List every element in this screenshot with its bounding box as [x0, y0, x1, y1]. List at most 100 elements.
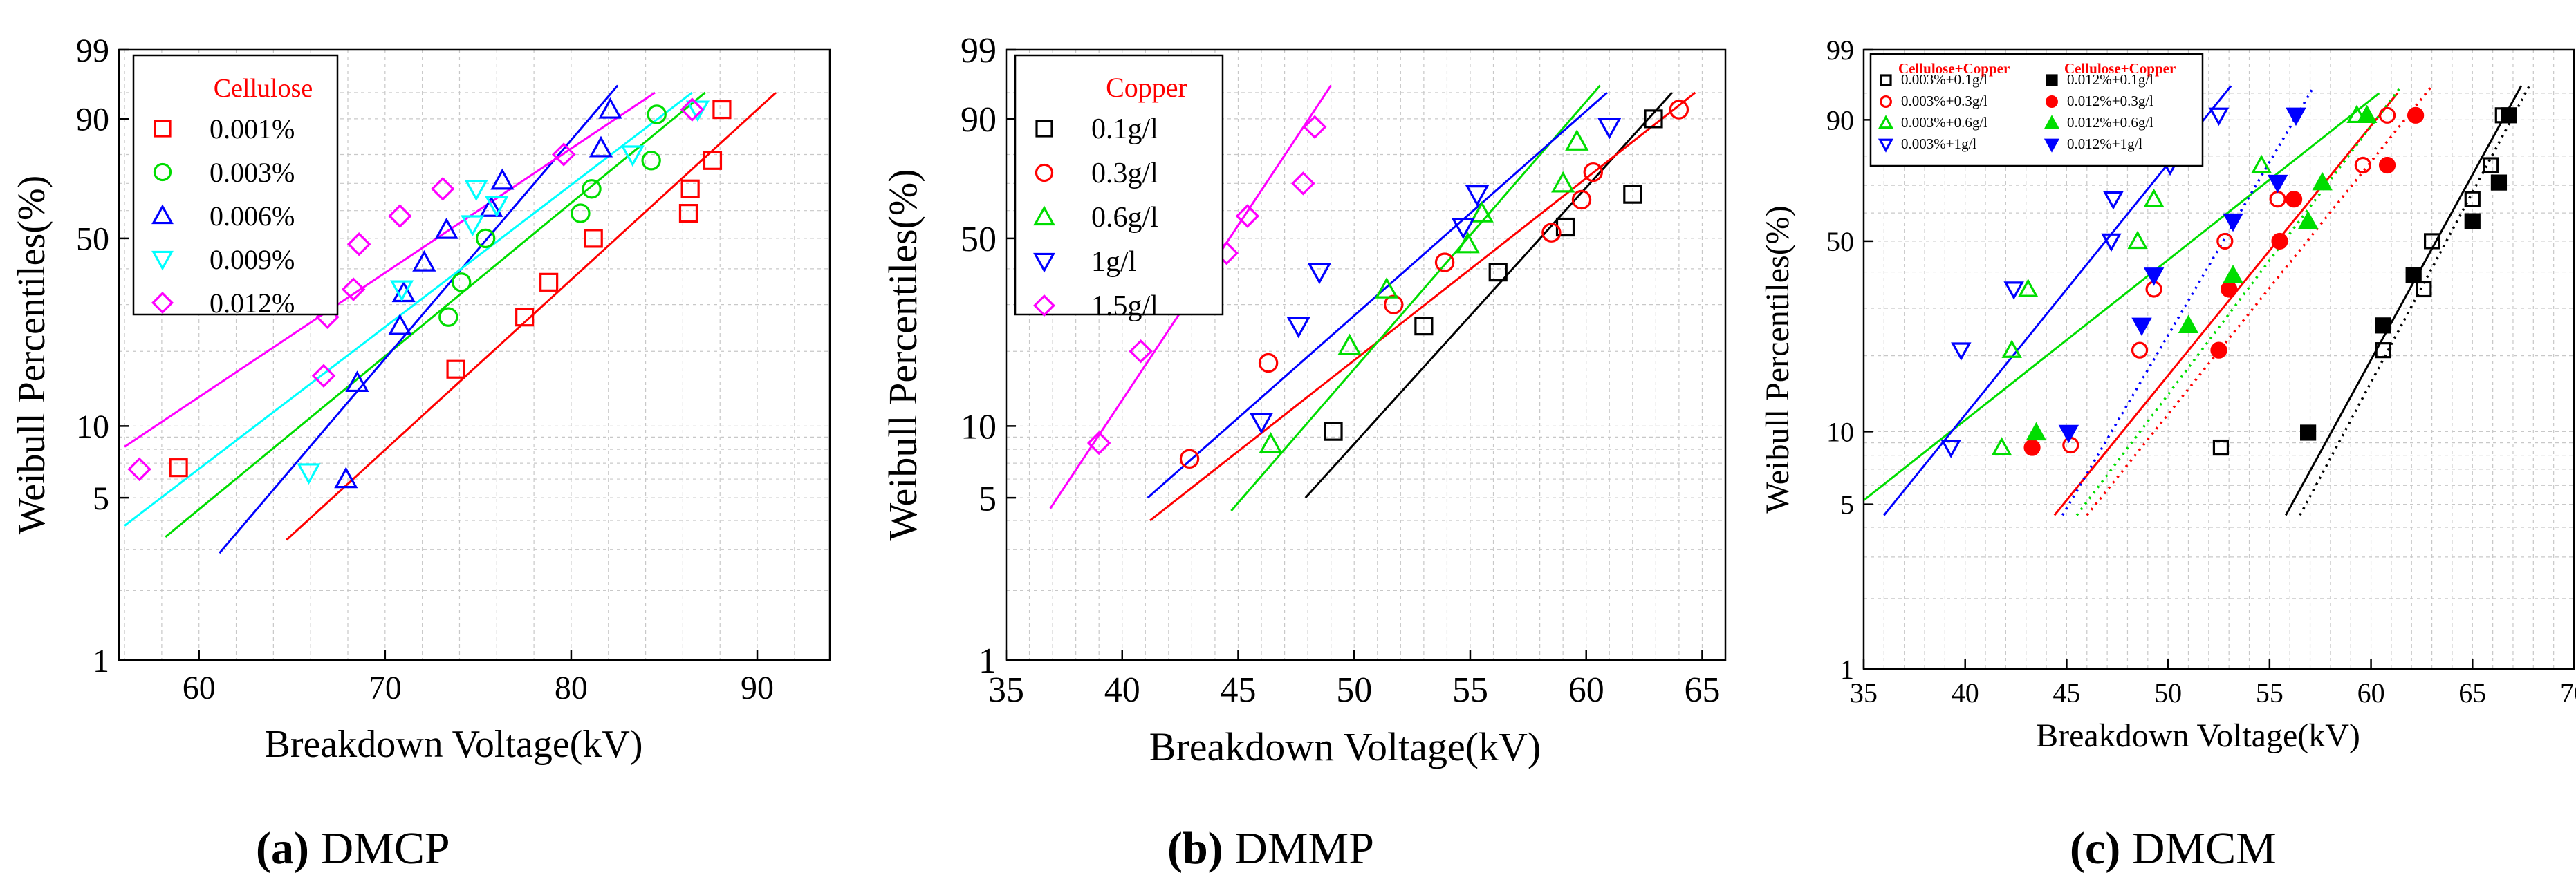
data-point	[2416, 281, 2432, 298]
data-point	[446, 359, 465, 379]
data-point	[2378, 156, 2396, 174]
series-0.3g/l	[1179, 100, 1689, 469]
legend-marker	[1880, 74, 1892, 86]
data-point	[2375, 317, 2391, 334]
data-point	[2216, 232, 2234, 250]
data-point	[341, 277, 366, 301]
x-tick-label: 60	[183, 670, 216, 706]
x-tick-label: 65	[2458, 677, 2486, 708]
fit-line-0.012%+0.3g/l	[2086, 85, 2433, 516]
data-point	[2001, 339, 2022, 358]
data-point	[1597, 118, 1622, 140]
data-point	[678, 204, 698, 223]
y-tick-label: 10	[76, 408, 109, 445]
legend-label: 0.012%	[210, 288, 295, 319]
data-point	[2356, 104, 2378, 124]
data-point	[1456, 232, 1480, 254]
data-point	[1644, 109, 1663, 129]
fit-line-0.6g/l	[1230, 84, 1601, 511]
legend-marker	[1035, 120, 1053, 138]
data-point	[2210, 341, 2227, 359]
x-tick-label: 65	[1684, 670, 1720, 710]
data-point	[2405, 267, 2422, 283]
caption-a-letter: (a)	[256, 823, 309, 874]
x-tick-label: 60	[1568, 670, 1604, 710]
y-tick-label: 90	[961, 100, 997, 140]
y-tick-label: 1	[979, 641, 997, 681]
data-point	[2354, 156, 2371, 174]
legend-box	[1014, 54, 1224, 316]
data-point	[2269, 191, 2286, 208]
series-0.012%+0.6g/l	[2026, 104, 2378, 441]
fit-line-0.003%+0.3g/l	[2053, 92, 2398, 516]
data-point	[589, 135, 613, 158]
data-point	[1565, 129, 1589, 151]
legend-label: 0.012%+0.6g/l	[2067, 114, 2153, 131]
y-tick-label: 99	[961, 31, 997, 70]
caption-c-text: DMCM	[2120, 823, 2277, 874]
plot-frame-b	[1005, 48, 1727, 661]
x-tick-label: 70	[369, 670, 402, 706]
plot-frame-c	[1862, 48, 2575, 670]
data-point	[2127, 230, 2148, 250]
x-tick-label: 55	[1452, 670, 1488, 710]
data-point	[571, 203, 591, 223]
chart-a: 60 70 80 90 1 5 10 50 90 99 Breakdown Voltage(kV) W…	[10, 32, 831, 766]
legend-marker	[2046, 95, 2058, 108]
x-tick-label: 40	[1104, 670, 1140, 710]
data-point	[620, 145, 645, 167]
chart-c: 35 40 45 50 55 60 65 70 1 5 10 50 90 99 Breakdown Volt…	[1759, 35, 2576, 754]
legend-a: Cellulose 0.001% 0.003% 0.006% 0.009% 0.012%	[132, 54, 339, 319]
data-point	[680, 179, 700, 198]
data-point	[2003, 281, 2024, 300]
data-point	[2131, 341, 2149, 359]
x-tick-label: 55	[2256, 677, 2283, 708]
data-point	[2464, 213, 2481, 229]
legend-box	[1869, 53, 2204, 167]
data-point	[582, 179, 602, 199]
x-tick-label: 40	[1952, 677, 1979, 708]
data-point	[430, 177, 455, 201]
data-point	[2143, 188, 2165, 207]
fit-line-0.001%	[286, 91, 777, 541]
data-point	[412, 250, 436, 272]
data-point	[464, 180, 488, 201]
data-point	[2271, 232, 2288, 250]
series-0.001%	[169, 100, 732, 478]
data-point	[712, 100, 732, 120]
data-point	[461, 215, 485, 237]
data-point	[475, 228, 496, 249]
data-point	[2058, 424, 2079, 444]
data-point	[1451, 218, 1476, 240]
series-0.012%+0.3g/l	[2023, 106, 2425, 456]
series-1g/l	[1249, 118, 1622, 435]
data-point	[2375, 342, 2391, 359]
x-tick-label: 50	[2154, 677, 2182, 708]
legend-marker	[1880, 95, 1892, 108]
data-point	[2101, 233, 2122, 252]
data-point	[1129, 339, 1153, 364]
data-point	[2221, 281, 2238, 298]
y-tick-label: 5	[1840, 489, 1854, 520]
caption-b-text: DMMP	[1223, 823, 1374, 874]
data-point	[680, 97, 705, 122]
legend-label: 0.6g/l	[1091, 202, 1158, 234]
data-point	[2208, 107, 2230, 126]
caption-c-letter: (c)	[2070, 823, 2121, 874]
data-point	[2300, 424, 2317, 441]
data-point	[1951, 342, 1972, 361]
x-tick-label: 35	[1850, 677, 1878, 708]
y-tick-label: 50	[961, 220, 997, 259]
data-point	[479, 196, 503, 217]
data-point	[2297, 210, 2319, 229]
x-tick-label: 35	[988, 670, 1024, 710]
x-tick-label: 80	[555, 670, 588, 706]
data-point	[1571, 189, 1592, 210]
legend-label: 1g/l	[1091, 246, 1136, 278]
data-point	[2483, 157, 2499, 173]
y-tick-label: 10	[1826, 416, 1854, 447]
series-0.003%+1g/l	[1940, 107, 2230, 458]
data-point	[598, 97, 622, 119]
data-point	[1488, 263, 1508, 282]
y-axis-label: Weibull Percentiles(%)	[10, 176, 53, 535]
